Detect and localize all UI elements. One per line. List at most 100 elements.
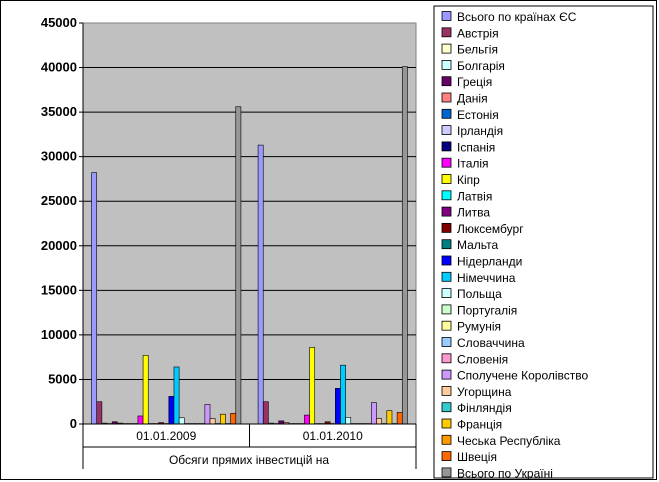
bar (178, 417, 185, 425)
legend-swatch (441, 141, 452, 152)
bar (96, 401, 103, 425)
legend-swatch (441, 255, 452, 266)
legend-swatch (441, 125, 452, 135)
bar (220, 413, 226, 425)
legend-label: Німеччина (457, 271, 516, 285)
legend-label: Данія (457, 92, 488, 106)
legend-swatch (441, 271, 452, 282)
y-tick-label: 5000 (48, 371, 77, 386)
bar (257, 144, 264, 425)
bar (262, 401, 269, 425)
y-tick-label: 0 (70, 416, 77, 431)
legend-label: Португалія (457, 303, 517, 317)
y-tick-label: 10000 (41, 327, 77, 342)
y-tick-label: 15000 (41, 282, 77, 297)
legend-label: Угорщина (457, 385, 512, 399)
legend-label: Всього по Україні (457, 466, 553, 480)
y-tick-label: 30000 (41, 149, 77, 164)
legend-label: Естонія (457, 108, 499, 122)
y-tick-label: 45000 (41, 15, 77, 30)
legend-label: Нідерланди (457, 255, 522, 269)
x-category-label: 01.01.2009 (136, 429, 196, 443)
legend-label: Франція (457, 418, 502, 432)
legend-swatch (441, 402, 452, 413)
legend-label: Іспанія (457, 140, 495, 154)
legend-swatch (441, 76, 452, 87)
legend-label: Мальта (457, 238, 498, 252)
x-category-label: 01.01.2010 (303, 429, 363, 443)
bar (309, 347, 316, 425)
legend-label: Литва (457, 206, 490, 220)
legend-label: Фінляндія (457, 401, 512, 415)
bar (173, 366, 180, 425)
bar (230, 413, 237, 425)
legend-swatch (441, 467, 452, 478)
y-tick-label: 20000 (41, 238, 77, 253)
legend-swatch (441, 43, 452, 54)
legend-swatch (441, 369, 452, 380)
bar (91, 172, 98, 425)
bar (235, 106, 242, 425)
legend-label: Бельгія (457, 43, 498, 57)
gridlines (83, 67, 416, 380)
legend-label: Словенія (457, 352, 508, 366)
bar (204, 404, 211, 425)
x-axis-label: Обсяги прямих інвестицій на (169, 453, 329, 467)
legend-label: Швеція (457, 450, 497, 464)
legend-label: Австрія (457, 26, 499, 40)
plot-area (82, 22, 417, 425)
legend-swatch (441, 157, 452, 168)
legend-swatch (441, 222, 452, 233)
legend-swatch (441, 108, 452, 119)
legend-label: Італія (457, 157, 489, 171)
legend-swatch (441, 304, 452, 315)
legend-swatch (441, 11, 452, 21)
legend-swatch (441, 190, 452, 201)
legend-label: Сполучене Королівство (457, 369, 589, 383)
legend-label: Чеська Республіка (457, 434, 561, 448)
legend-swatch (441, 353, 452, 364)
y-axis: 0 5000 10000 15000 20000 25000 30000 35000 40000… (41, 15, 84, 431)
legend-box (433, 5, 654, 479)
legend-label: Румунія (457, 320, 501, 334)
y-tick-label: 40000 (41, 60, 77, 75)
legend-swatch (441, 451, 452, 462)
y-tick-label: 25000 (41, 193, 77, 208)
bar (376, 418, 382, 425)
legend-label: Болгарія (457, 59, 505, 73)
bar (142, 355, 149, 425)
bar (371, 402, 377, 425)
bar (168, 396, 175, 425)
legend-swatch (441, 320, 452, 331)
legend-label: Греція (457, 75, 492, 89)
legend-swatch (441, 27, 452, 38)
x-axis: Обсяги прямих інвестицій на 01.01.2009 01… (82, 423, 417, 469)
legend-swatch (441, 288, 452, 299)
legend-swatch (441, 337, 452, 347)
legend-swatch (441, 60, 452, 70)
bar (335, 388, 341, 425)
legend-swatch (441, 174, 452, 184)
legend-label: Польща (457, 287, 502, 301)
legend-swatch (441, 418, 452, 429)
legend-swatch (441, 385, 452, 396)
legend-label: Люксембург (457, 222, 524, 236)
bar (386, 410, 393, 425)
bar (345, 417, 352, 425)
bar (304, 414, 310, 425)
bar (137, 415, 144, 425)
legend-label: Словаччина (457, 336, 525, 350)
bar (209, 418, 216, 425)
bar (401, 66, 408, 425)
legend: Всього по країнах ЄС Австрія Бельгія Болгар… (433, 5, 654, 480)
legend-label: Всього по країнах ЄС (457, 10, 577, 24)
legend-label: Ірландія (457, 124, 503, 138)
legend-swatch (441, 434, 452, 445)
bar (396, 412, 403, 425)
y-tick-label: 35000 (41, 104, 77, 119)
legend-swatch (441, 239, 452, 250)
bar (340, 364, 346, 425)
legend-label: Латвія (457, 189, 492, 203)
